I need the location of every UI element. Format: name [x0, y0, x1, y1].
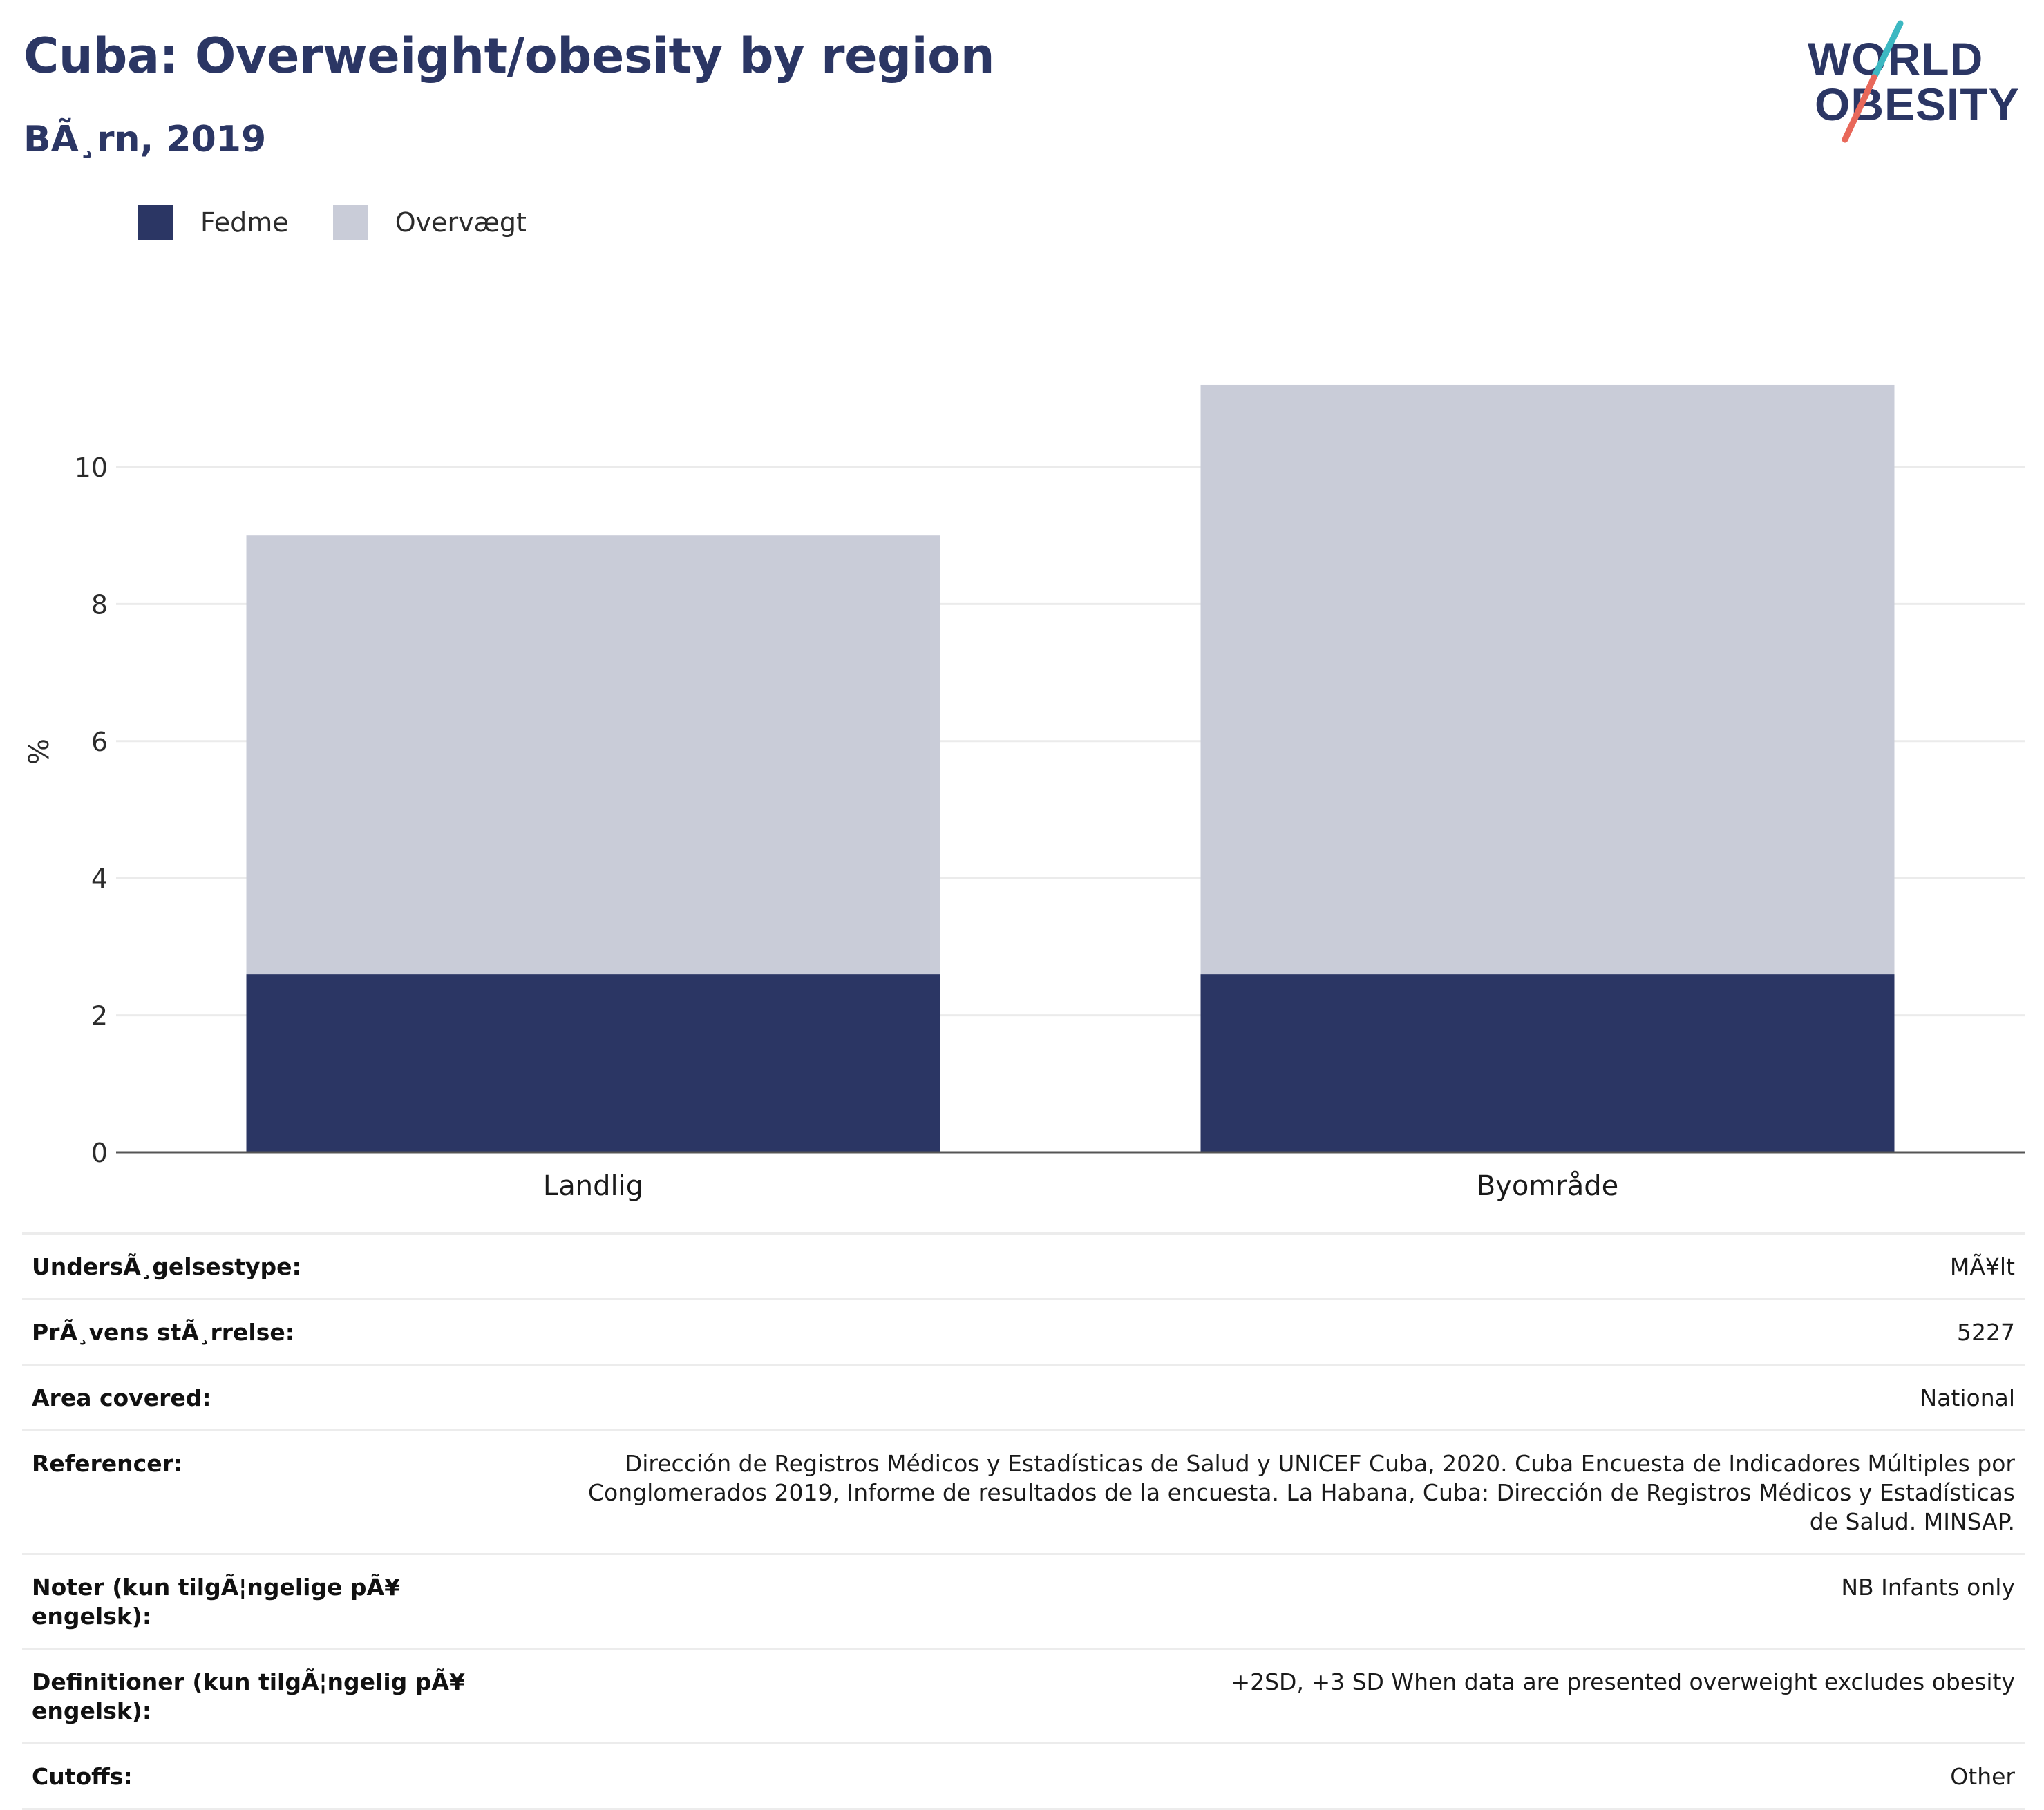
legend-swatch-overvaegt: [332, 205, 368, 240]
chart-subtitle: BÃ¸rn, 2019: [23, 119, 267, 160]
info-value: +2SD, +3 SD When data are presented over…: [1231, 1668, 2015, 1695]
y-axis-label: %: [23, 739, 55, 765]
world-obesity-logo: WORLD OBESITY: [1797, 19, 2032, 144]
info-label: UndersÃ¸gelsestype:: [32, 1253, 301, 1280]
info-row: Cutoffs: Other: [22, 1744, 2025, 1810]
bar-chart: 0 2 4 6 8 10% Landlig Byområde: [23, 384, 2025, 1202]
info-label: PrÃ¸vens stÃ¸rrelse:: [32, 1319, 294, 1346]
y-tick-label: 10: [75, 452, 108, 483]
bar-overv-gt-1: [246, 535, 940, 975]
x-tick-label: Byområde: [1477, 1170, 1619, 1202]
info-value: Dirección de Registros Médicos y Estadís…: [587, 1450, 2015, 1535]
metadata-table: UndersÃ¸gelsestype: MÃ¥lt PrÃ¸vens stÃ¸rre…: [22, 1232, 2025, 1810]
info-value: Other: [1950, 1763, 2015, 1790]
x-tick-label: Landlig: [543, 1170, 643, 1202]
y-tick-label: 4: [91, 864, 108, 894]
logo-slash-bottom: [1842, 74, 1877, 143]
info-label: Area covered:: [32, 1384, 211, 1411]
y-tick-label: 2: [91, 1001, 108, 1031]
info-label: Definitioner (kun tilgÃ¦ngelig pÃ¥ engel…: [32, 1668, 465, 1724]
info-row: PrÃ¸vens stÃ¸rrelse: 5227: [22, 1300, 2025, 1366]
bar-overv-gt-2: [1200, 384, 1895, 975]
info-row: Referencer: Dirección de Registros Médico…: [22, 1431, 2025, 1555]
info-value: National: [1920, 1384, 2015, 1411]
info-label: Cutoffs:: [32, 1763, 133, 1790]
logo-line-2: OBESITY: [1815, 79, 2020, 130]
legend-item-overvaegt[interactable]: Overvægt: [332, 205, 527, 240]
legend-label-overvaegt: Overvægt: [395, 207, 527, 238]
bar-fedme-1: [246, 974, 940, 1152]
info-row: Definitioner (kun tilgÃ¦ngelig pÃ¥ engel…: [22, 1650, 2025, 1744]
legend-swatch-fedme: [138, 205, 173, 240]
legend-item-fedme[interactable]: Fedme: [138, 205, 289, 240]
logo-line-1: WORLD: [1808, 33, 1983, 84]
y-tick-label: 8: [91, 589, 108, 620]
info-row: Area covered: National: [22, 1366, 2025, 1431]
info-value: NB Infants only: [1841, 1574, 2015, 1601]
chart-title: Cuba: Overweight/obesity by region: [23, 28, 995, 84]
info-row: Noter (kun tilgÃ¦ngelige pÃ¥ engelsk): NB…: [22, 1555, 2025, 1650]
info-label: Noter (kun tilgÃ¦ngelige pÃ¥ engelsk):: [32, 1574, 401, 1630]
chart-legend: Fedme Overvægt: [138, 204, 571, 240]
info-row: UndersÃ¸gelsestype: MÃ¥lt: [22, 1235, 2025, 1300]
info-value: 5227: [1957, 1319, 2015, 1346]
info-value: MÃ¥lt: [1949, 1253, 2015, 1280]
y-tick-label: 6: [91, 727, 108, 757]
legend-label-fedme: Fedme: [200, 207, 289, 238]
logo-slash-top: [1871, 20, 1904, 81]
bar-fedme-2: [1200, 974, 1895, 1152]
info-label: Referencer:: [32, 1450, 183, 1477]
y-tick-label: 0: [91, 1138, 108, 1168]
